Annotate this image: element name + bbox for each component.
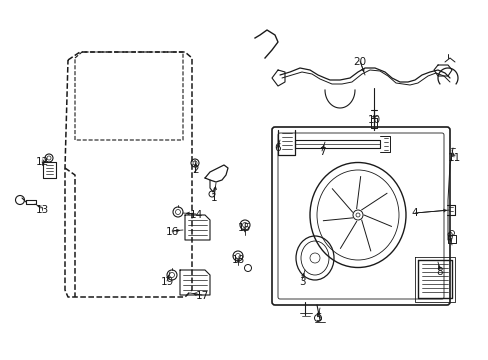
Text: 14: 14 (189, 210, 202, 220)
Text: 9: 9 (446, 232, 452, 242)
Text: 1: 1 (210, 193, 217, 203)
Text: 3: 3 (298, 277, 305, 287)
Text: 6: 6 (274, 143, 281, 153)
Text: 8: 8 (436, 267, 443, 277)
Text: 4: 4 (411, 208, 417, 218)
Text: 2: 2 (192, 165, 199, 175)
Text: 16: 16 (165, 227, 178, 237)
FancyBboxPatch shape (271, 127, 449, 305)
Text: 18: 18 (231, 255, 244, 265)
Text: 5: 5 (314, 313, 321, 323)
Text: 17: 17 (195, 291, 208, 301)
Text: 13: 13 (35, 205, 48, 215)
Text: 7: 7 (318, 147, 325, 157)
Text: 19: 19 (160, 277, 173, 287)
Text: 20: 20 (353, 57, 366, 67)
Text: 12: 12 (35, 157, 48, 167)
Text: 15: 15 (237, 223, 250, 233)
Text: 10: 10 (366, 115, 380, 125)
Text: 11: 11 (447, 153, 460, 163)
